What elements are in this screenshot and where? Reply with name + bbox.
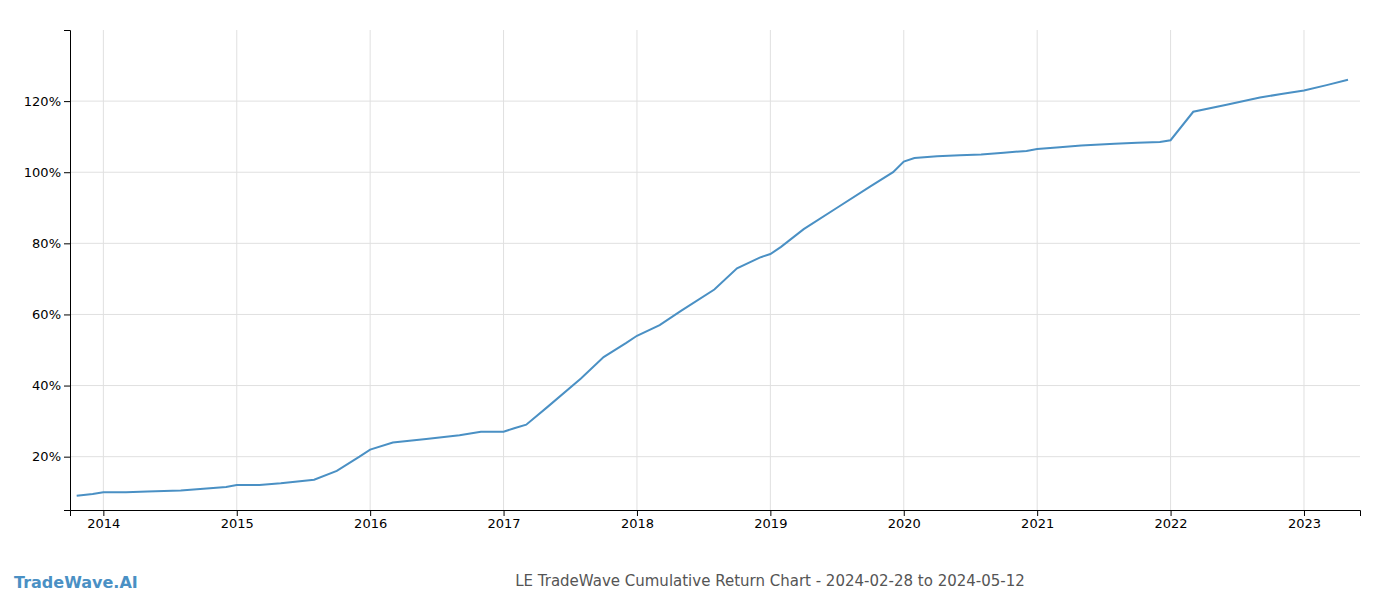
tick: 2023 [1288,510,1321,531]
tick: 2020 [888,510,921,531]
axis-line [71,511,1361,517]
marks [77,80,1348,496]
tick: 2016 [354,510,387,531]
tick-label: 40% [32,378,61,393]
tick-label: 120% [24,94,61,109]
grid-line [70,101,1360,102]
tick-label: 2014 [87,516,120,531]
tick-mark [237,510,238,516]
tick-label: 2015 [221,516,254,531]
tick-label: 80% [32,236,61,251]
tick-mark [64,243,70,244]
tick-label: 2020 [888,516,921,531]
grid-line [503,30,504,510]
tick: 2015 [221,510,254,531]
tick-mark [103,510,104,516]
watermark: TradeWave.AI [14,573,138,592]
tick-label: 60% [32,307,61,322]
tick: 80% [32,236,70,251]
grid-line [70,456,1360,457]
tick-mark [504,510,505,516]
tick-mark [64,457,70,458]
grid-line [103,30,104,510]
grid-line [1303,30,1304,510]
tick: 2019 [754,510,787,531]
plot: 2014 2015 2016 2017 2018 2019 2020 2021 2022 2023… [24,30,1361,531]
tick-label: 2017 [488,516,521,531]
grid-line [370,30,371,510]
tick-label: 2021 [1021,516,1054,531]
tick-label: 2018 [621,516,654,531]
grid-line [236,30,237,510]
grid-line [770,30,771,510]
x-axis: 2014 2015 2016 2017 2018 2019 2020 2021 2022 2023 [71,510,1361,531]
tick-mark [1037,510,1038,516]
tick-mark [370,510,371,516]
grid-line [70,243,1360,244]
tick: 2018 [621,510,654,531]
y-axis: 20% 40% 60% 80% 100% 120% [24,31,71,511]
tick-label: 100% [24,165,61,180]
tick-label: 2016 [354,516,387,531]
tick: 60% [32,307,70,322]
tick: 120% [24,94,70,109]
grid-line [1170,30,1171,510]
axis-line [64,31,71,511]
tick: 2022 [1155,510,1188,531]
grid-line [636,30,637,510]
tick-label: 2022 [1155,516,1188,531]
tick: 2021 [1021,510,1054,531]
tick-mark [904,510,905,516]
tick-mark [64,172,70,173]
grid-line [1037,30,1038,510]
line [77,80,1348,496]
tick: 2014 [87,510,120,531]
grid-line [70,314,1360,315]
tick-mark [770,510,771,516]
title: LE TradeWave Cumulative Return Chart - 2… [515,572,1025,590]
grid [70,30,1360,510]
tick-mark [637,510,638,516]
tick: 100% [24,165,70,180]
tick-mark [64,314,70,315]
texts: TradeWave.AI LE TradeWave Cumulative Retu… [14,572,1025,592]
tick: 20% [32,449,70,464]
grid-line [903,30,904,510]
tick-mark [1304,510,1305,516]
grid-line [70,172,1360,173]
tick-label: 20% [32,449,61,464]
grid-line [70,385,1360,386]
tick-label: 2019 [754,516,787,531]
tick-mark [64,101,70,102]
tick-mark [64,386,70,387]
chart: 2014 2015 2016 2017 2018 2019 2020 2021 2022 2023… [0,0,1400,600]
tick: 40% [32,378,70,393]
tick-mark [1171,510,1172,516]
tick-label: 2023 [1288,516,1321,531]
tick: 2017 [488,510,521,531]
